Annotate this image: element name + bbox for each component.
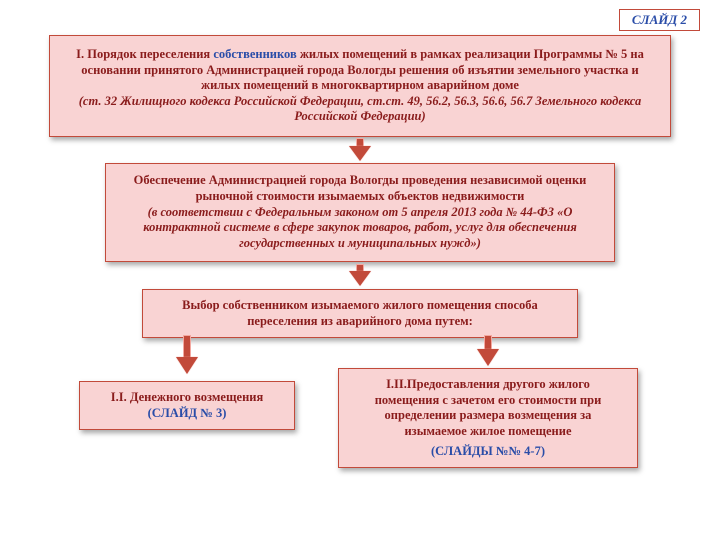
box1-highlight: собственников (213, 47, 296, 61)
slide-number-badge: СЛАЙД 2 (619, 9, 700, 31)
arrow-4-head (477, 349, 499, 366)
box2-law: (в соответствии с Федеральным законом от… (120, 205, 600, 252)
box-procedure-title: I. Порядок переселения собственников жил… (49, 35, 671, 137)
arrow-1-head (349, 146, 371, 161)
box-provide-housing: I.II.Предоставления другого жилого помещ… (338, 368, 638, 468)
arrow-3-head (176, 357, 198, 374)
box4-ref: (СЛАЙД № 3) (94, 406, 280, 422)
slide-number-text: СЛАЙД 2 (632, 12, 687, 27)
box5-ref: (СЛАЙДЫ №№ 4-7) (353, 444, 623, 460)
box-market-evaluation: Обеспечение Администрацией города Вологд… (105, 163, 615, 262)
box1-law: (ст. 32 Жилищного кодекса Российской Фед… (64, 94, 656, 125)
slide-canvas: СЛАЙД 2 I. Порядок переселения собственн… (0, 0, 720, 540)
box-monetary-compensation: I.I. Денежного возмещения (СЛАЙД № 3) (79, 381, 295, 430)
box2-main: Обеспечение Администрацией города Вологд… (120, 173, 600, 204)
arrow-4-stem (484, 335, 492, 349)
arrow-2-head (349, 271, 371, 286)
box5-main: I.II.Предоставления другого жилого помещ… (353, 377, 623, 440)
box3-main: Выбор собственником изымаемого жилого по… (157, 298, 563, 329)
arrow-2-stem (356, 264, 364, 271)
box-owner-choice: Выбор собственником изымаемого жилого по… (142, 289, 578, 338)
box4-main: I.I. Денежного возмещения (94, 390, 280, 406)
box1-line1: I. Порядок переселения собственников жил… (64, 47, 656, 94)
box1-prefix: I. Порядок переселения (76, 47, 213, 61)
arrow-3-stem (183, 335, 191, 357)
arrow-1-stem (356, 138, 364, 146)
